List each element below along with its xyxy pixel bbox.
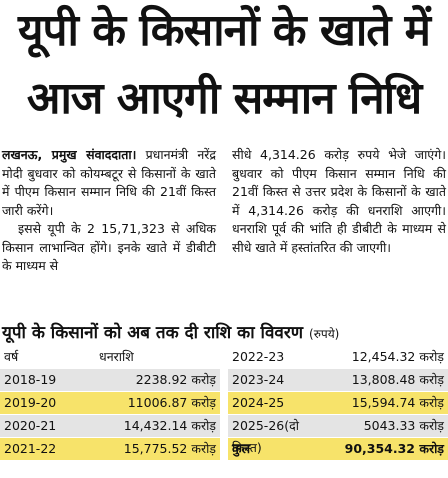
- table-row: 2021-22 15,775.52 करोड़: [0, 438, 220, 461]
- table-row: 2025-26(दो किस्त) 5043.33 करोड़: [228, 415, 448, 455]
- cell: 90,354.32 करोड़: [344, 441, 444, 456]
- column: लखनऊ, प्रमुख संवाददाता। प्रधानमंत्री नरे…: [2, 146, 216, 276]
- header-row: वर्ष धनराशि: [0, 346, 220, 369]
- table-title: यूपी के किसानों को अब तक दी राशि का विवर…: [2, 320, 339, 343]
- table-row: 2018-19 2238.92 करोड़: [0, 369, 220, 392]
- table-row: 2024-25 15,594.74 करोड़: [228, 392, 448, 415]
- paragraph: लखनऊ, प्रमुख संवाददाता। प्रधानमंत्री नरे…: [2, 146, 216, 220]
- table: 2022-23 12,454.32 करोड़ 2023-24 13,808.48 क…: [228, 346, 448, 461]
- table-row: 2019-20 11006.87 करोड़: [0, 392, 220, 415]
- paragraph: इससे यूपी के 2 15,71,323 से अधिक किसान ल…: [2, 221, 216, 273]
- cell: 13,808.48 करोड़: [351, 372, 444, 387]
- headline: यूपी के किसानों के खाते में: [17, 5, 431, 56]
- text: प्रधानमंत्री नरेंद्र मोदी बुधवार को कोयम…: [2, 147, 217, 218]
- cell: 2023-24: [232, 372, 285, 387]
- cell: 2021-22: [4, 441, 57, 456]
- cell: 12,454.32 करोड़: [351, 349, 444, 364]
- cell: कुल: [232, 441, 251, 456]
- table-row: 2023-24 13,808.48 करोड़: [228, 369, 448, 392]
- column: सीधे 4,314.26 करोड़ रुपये भेजे जाएंगे। ब…: [232, 146, 446, 257]
- cell: 14,432.14 करोड़: [123, 418, 216, 433]
- table: वर्ष धनराशि 2018-19 2238.92 करोड़ 2019-20 11…: [0, 346, 220, 461]
- cell: 15,594.74 करोड़: [351, 395, 444, 410]
- cell: 2018-19: [4, 372, 57, 387]
- paragraph: सीधे 4,314.26 करोड़ रुपये भेजे जाएंगे। ब…: [232, 147, 446, 255]
- cell: वर्ष: [4, 349, 19, 364]
- cell: धनराशि: [99, 349, 134, 364]
- cell: 2019-20: [4, 395, 57, 410]
- cell: 11006.87 करोड़: [127, 395, 216, 410]
- cell: 5043.33 करोड़: [363, 418, 444, 433]
- cell: 2022-23: [232, 349, 285, 364]
- cell: 2025-26(दो किस्त): [232, 418, 299, 455]
- cell: 2238.92 करोड़: [135, 372, 216, 387]
- headline: आज आएगी सम्मान निधि: [26, 73, 422, 124]
- table-row: 2022-23 12,454.32 करोड़: [228, 346, 448, 369]
- cell: 2024-25: [232, 395, 285, 410]
- dateline: लखनऊ, प्रमुख संवाददाता।: [2, 147, 137, 162]
- table-row: कुल 90,354.32 करोड़: [228, 438, 448, 461]
- cell: 15,775.52 करोड़: [123, 441, 216, 456]
- cell: 2020-21: [4, 418, 57, 433]
- unit: (रुपये): [309, 327, 340, 341]
- table-row: 2020-21 14,432.14 करोड़: [0, 415, 220, 438]
- text: यूपी के किसानों को अब तक दी राशि का विवर…: [2, 323, 304, 343]
